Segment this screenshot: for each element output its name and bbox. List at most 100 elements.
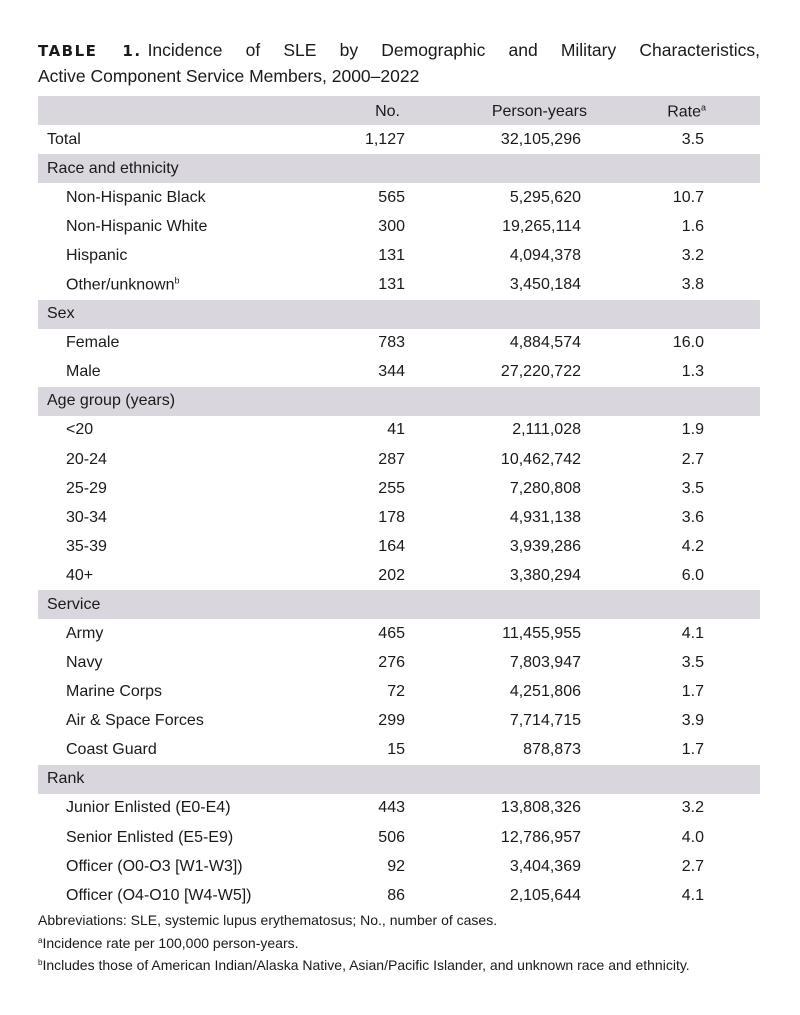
- row-label-text: Coast Guard: [66, 741, 157, 759]
- section-label: Age group (years): [47, 392, 176, 410]
- column-header: Person-years: [492, 103, 587, 121]
- section-band: [38, 590, 760, 620]
- table-label: TABLE 1.: [38, 42, 142, 60]
- column-header: Ratea: [667, 102, 706, 121]
- section-label: Service: [47, 595, 101, 613]
- cell: 1,127: [364, 130, 405, 148]
- row-label-text: Marine Corps: [66, 683, 163, 701]
- row-label-text: Total: [47, 130, 81, 148]
- row-label: 20-24: [66, 451, 107, 469]
- section-band: [38, 154, 760, 184]
- cell: 4,931,138: [509, 508, 581, 526]
- row-label-text: 20-24: [66, 450, 107, 468]
- cell: 178: [378, 508, 405, 526]
- cell: 27,220,722: [500, 363, 581, 381]
- row-label-text: 25-29: [66, 479, 107, 497]
- cell: 1.3: [681, 363, 704, 381]
- row-label-text: Hispanic: [66, 246, 128, 264]
- footnote-mark: a: [38, 935, 43, 945]
- section-label: Sex: [47, 305, 75, 323]
- cell: 41: [387, 421, 405, 439]
- cell: 465: [378, 624, 405, 642]
- row-label-text: Junior Enlisted (E0-E4): [66, 799, 231, 817]
- column-header-text: Rate: [667, 103, 701, 121]
- row-label: Navy: [66, 654, 102, 672]
- row-label: 25-29: [66, 480, 107, 498]
- row-label-text: Air & Space Forces: [66, 712, 204, 730]
- footnote-mark: b: [38, 958, 43, 967]
- footnote-text: Includes those of American Indian/Alaska…: [42, 957, 690, 973]
- cell: 3.5: [681, 130, 704, 148]
- row-label: Coast Guard: [66, 741, 157, 759]
- cell: 1.9: [681, 421, 704, 439]
- cell: 3.2: [681, 799, 704, 817]
- cell: 15: [387, 741, 405, 759]
- cell: 3,380,294: [509, 566, 581, 584]
- cell: 92: [387, 857, 405, 875]
- cell: 72: [387, 683, 405, 701]
- cell: 276: [378, 654, 405, 672]
- cell: 287: [378, 450, 405, 468]
- cell: 3,939,286: [509, 537, 581, 555]
- title: TABLE 1. Incidence of SLE by Demographic …: [38, 38, 760, 89]
- cell: 1.7: [681, 741, 704, 759]
- cell: 2.7: [681, 857, 704, 875]
- row-label: Female: [66, 334, 119, 352]
- cell: 7,803,947: [509, 654, 581, 672]
- cell: 7,714,715: [509, 712, 581, 730]
- column-header-text: Person-years: [491, 102, 587, 120]
- footnote-text: Incidence rate per 100,000 person-years.: [42, 934, 299, 951]
- section-label: Rank: [47, 770, 85, 788]
- cell: 10.7: [672, 188, 704, 206]
- footnotes: Abbreviations: SLE, systemic lupus eryth…: [38, 911, 690, 976]
- cell: 3.9: [681, 712, 704, 730]
- cell: 4,884,574: [509, 334, 581, 352]
- cell: 506: [378, 828, 405, 846]
- cell: 202: [378, 566, 405, 584]
- row-label-text: 30-34: [66, 508, 107, 526]
- footnote: Abbreviations: SLE, systemic lupus eryth…: [38, 911, 690, 931]
- section-band: [38, 764, 760, 794]
- footnote: aIncidence rate per 100,000 person-years…: [38, 931, 690, 954]
- row-label: 35-39: [66, 538, 107, 556]
- row-label-text: Officer (O4-O10 [W4-W5]): [66, 886, 252, 904]
- row-label: Senior Enlisted (E5-E9): [66, 829, 233, 847]
- cell: 3.2: [681, 246, 704, 264]
- cell: 7,280,808: [509, 479, 581, 497]
- cell: 3.5: [681, 654, 704, 672]
- footnote-text: Abbreviations: SLE, systemic lupus eryth…: [38, 912, 498, 928]
- row-label: 40+: [66, 567, 93, 585]
- row-label-text: Non-Hispanic Black: [66, 188, 206, 206]
- cell: 299: [378, 712, 405, 730]
- cell: 13,808,326: [500, 799, 581, 817]
- row-label-text: 35-39: [66, 537, 107, 555]
- row-label-text: Female: [66, 334, 120, 352]
- cell: 2.7: [681, 450, 704, 468]
- cell: 4.2: [681, 537, 704, 555]
- cell: 2,111,028: [512, 421, 581, 439]
- row-label: Male: [66, 363, 101, 381]
- title-line: TABLE 1. Incidence of SLE by Demographic …: [38, 38, 760, 64]
- row-label-text: 40+: [66, 566, 94, 584]
- cell: 4,094,378: [509, 246, 581, 264]
- row-label: Marine Corps: [66, 683, 162, 701]
- row-label-text: Navy: [66, 654, 103, 672]
- cell: 4.1: [681, 886, 704, 904]
- cell: 5,295,620: [509, 188, 581, 206]
- cell: 3,450,184: [509, 276, 581, 294]
- cell: 16.0: [672, 334, 704, 352]
- cell: 164: [378, 537, 405, 555]
- cell: 19,265,114: [502, 217, 581, 235]
- row-label: Non-Hispanic White: [66, 218, 207, 236]
- row-label: Junior Enlisted (E0-E4): [66, 799, 231, 817]
- cell: 878,873: [523, 741, 581, 759]
- cell: 131: [378, 246, 405, 264]
- row-label: <20: [66, 421, 93, 439]
- row-label-text: Male: [66, 363, 101, 381]
- cell: 3.8: [681, 276, 704, 294]
- row-label-text: Army: [66, 624, 104, 642]
- cell: 32,105,296: [500, 130, 581, 148]
- cell: 12,786,957: [500, 828, 581, 846]
- cell: 1.7: [681, 683, 704, 701]
